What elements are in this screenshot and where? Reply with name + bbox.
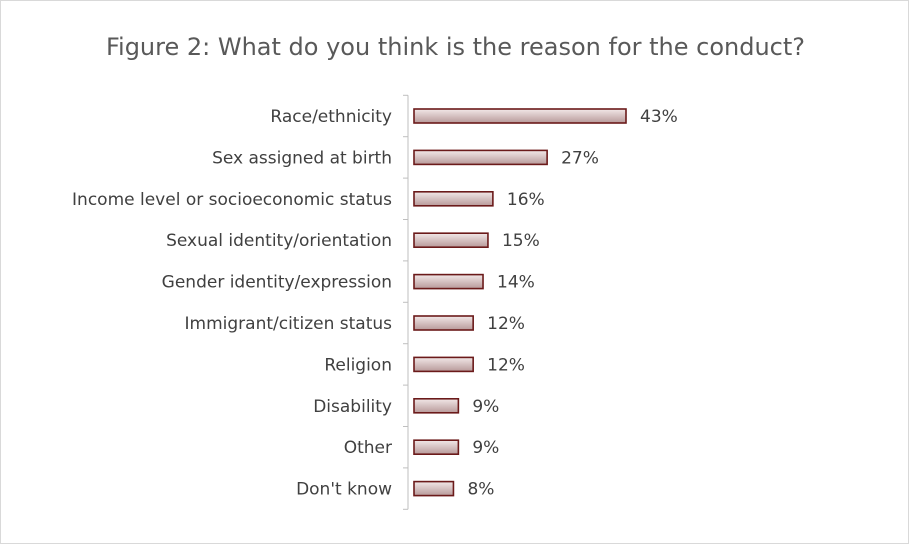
data-label: 16% [507,190,545,210]
data-label: 9% [472,438,499,458]
data-label: 8% [467,480,494,500]
category-label: Immigrant/citizen status [185,314,393,334]
data-label: 15% [502,231,540,251]
category-label: Race/ethnicity [270,107,392,127]
bar [413,315,474,331]
category-label: Income level or socioeconomic status [72,190,392,210]
data-label: 12% [487,314,525,334]
data-label: 27% [561,148,599,168]
data-label: 43% [640,107,678,127]
bar [413,439,460,456]
bar [413,232,489,248]
category-label: Don't know [296,480,392,500]
bar [413,273,484,290]
bar [413,149,548,166]
data-label: 9% [472,397,499,417]
category-label: Religion [324,355,392,375]
category-label: Other [344,438,392,458]
category-label: Gender identity/expression [162,273,392,293]
category-label: Sexual identity/orientation [166,231,392,251]
bar [413,397,460,414]
category-label: Sex assigned at birth [212,148,392,168]
bar [413,480,455,497]
category-label: Disability [313,397,392,417]
bar [413,356,474,373]
data-label: 14% [497,273,535,293]
bar [413,191,494,207]
data-label: 12% [487,355,525,375]
chart-title: Figure 2: What do you think is the reaso… [105,33,806,61]
bar [413,108,627,124]
